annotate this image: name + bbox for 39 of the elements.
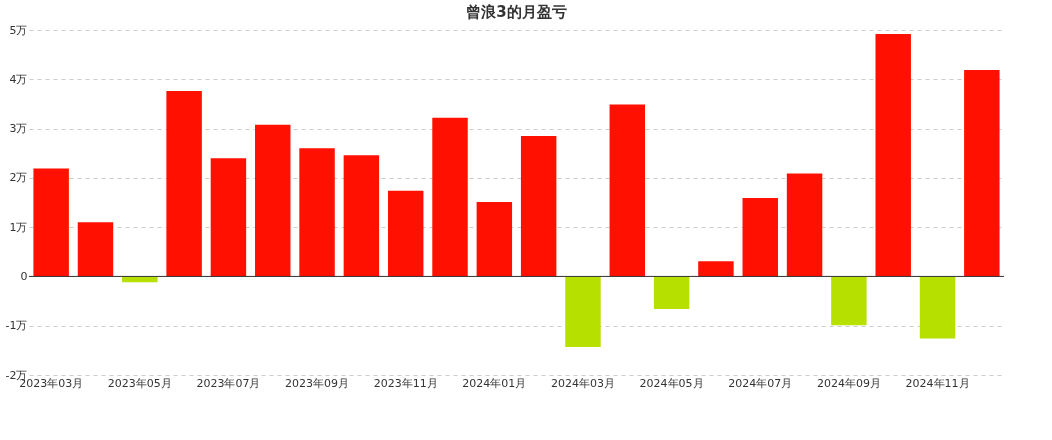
- y-tick-label: 1万: [9, 220, 28, 234]
- bar: [609, 104, 646, 277]
- bar: [919, 276, 956, 339]
- x-tick-label: 2024年03月: [550, 376, 615, 390]
- bar: [964, 69, 1000, 277]
- bar: [299, 148, 335, 277]
- x-tick-label: 2023年07月: [196, 376, 261, 390]
- bar: [255, 124, 291, 277]
- x-tick-label: 2023年11月: [373, 376, 438, 390]
- x-tick-label: 2024年05月: [639, 376, 704, 390]
- x-tick-label: 2024年07月: [728, 376, 793, 390]
- y-tick-label: 3万: [9, 122, 28, 136]
- bar: [698, 261, 734, 277]
- y-tick-label: -1万: [5, 319, 28, 333]
- chart-title: 曾浪3的月盈亏: [466, 3, 567, 21]
- x-tick-label: 2023年05月: [107, 376, 172, 390]
- x-tick-label: 2024年01月: [462, 376, 527, 390]
- bar: [653, 276, 690, 309]
- bar: [387, 190, 424, 277]
- bar: [831, 276, 867, 326]
- bar: [210, 158, 247, 277]
- bar: [343, 155, 380, 277]
- bar: [786, 173, 823, 277]
- bar: [520, 135, 557, 277]
- bar: [875, 33, 911, 277]
- bar: [432, 117, 468, 277]
- bar: [565, 276, 601, 347]
- y-tick-label: 4万: [9, 72, 28, 86]
- bar: [33, 168, 69, 277]
- bar: [166, 91, 202, 277]
- y-tick-label: 2万: [9, 171, 28, 185]
- bar: [742, 198, 778, 277]
- x-tick-label: 2024年11月: [905, 376, 970, 390]
- y-tick-label: 5万: [9, 23, 28, 37]
- bar: [77, 222, 114, 277]
- x-tick-label: 2024年09月: [816, 376, 881, 390]
- bar: [476, 202, 513, 277]
- y-tick-label: 0: [20, 269, 28, 283]
- x-tick-label: 2023年09月: [285, 376, 350, 390]
